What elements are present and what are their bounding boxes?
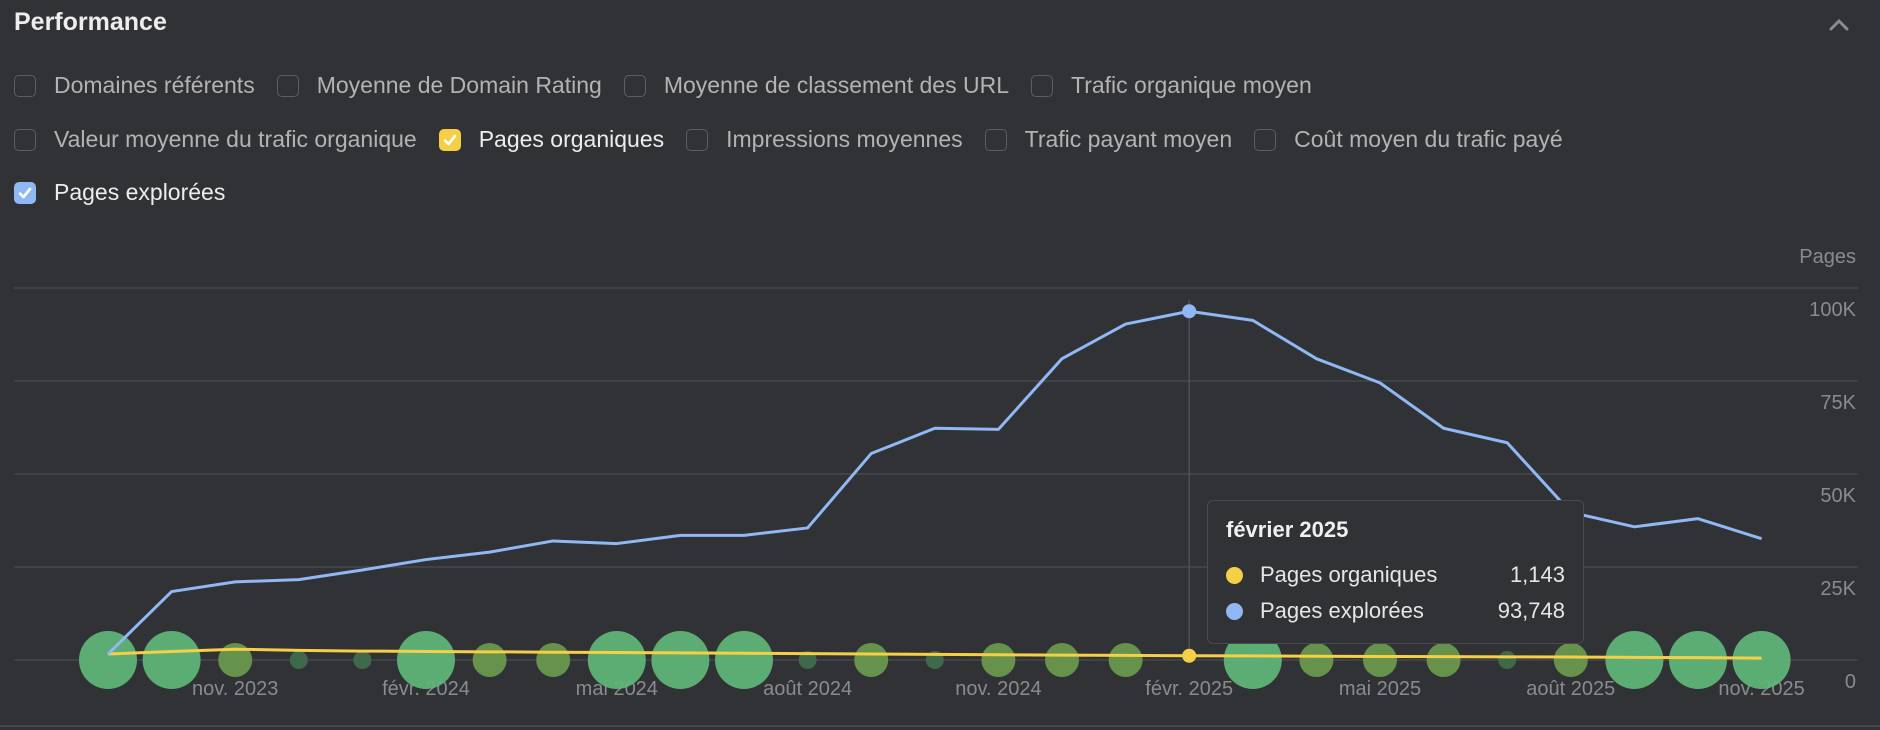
- checkbox-empty-icon: [14, 128, 36, 151]
- event-bubble: [1426, 643, 1461, 677]
- checkbox-empty-icon: [984, 128, 1007, 151]
- y-axis-label: Pages: [1799, 246, 1856, 268]
- event-bubble: [715, 631, 773, 689]
- x-tick-label: août 2025: [1526, 678, 1615, 700]
- metric-checkbox[interactable]: Pages organiques: [438, 126, 665, 153]
- metric-label: Valeur moyenne du trafic organique: [54, 126, 417, 152]
- metric-label: Moyenne de classement des URL: [663, 72, 1009, 98]
- checkbox-empty-icon: [1254, 128, 1277, 151]
- metric-checkbox[interactable]: Domaines référents: [14, 72, 255, 99]
- series-line-pages-explorees: [106, 309, 1763, 656]
- event-bubble: [1223, 631, 1282, 689]
- event-bubble: [1299, 643, 1334, 677]
- checkbox-empty-icon: [1031, 74, 1053, 97]
- y-tick-label: 100K: [1809, 299, 1856, 321]
- metric-row: Valeur moyenne du trafic organique Pages …: [14, 126, 1585, 153]
- tooltip-row-organic: Pages organiques 1,143: [1226, 557, 1565, 593]
- organic-dot-icon: [1226, 566, 1243, 584]
- x-tick-label: août 2024: [763, 678, 852, 700]
- series-line-pages-organiques: [107, 647, 1762, 660]
- metric-row: Pages explorées: [14, 179, 247, 206]
- metric-checkbox[interactable]: Trafic payant moyen: [984, 126, 1233, 153]
- chevron-up-icon[interactable]: [1824, 10, 1854, 40]
- metric-label: Trafic organique moyen: [1071, 72, 1312, 98]
- metric-label: Pages organiques: [478, 126, 665, 152]
- event-bubble: [587, 631, 646, 689]
- event-bubble: [353, 651, 372, 669]
- metric-label: Coût moyen du trafic payé: [1294, 126, 1563, 152]
- tooltip-title: février 2025: [1226, 517, 1349, 542]
- metric-label: Domaines référents: [54, 72, 255, 98]
- checkbox-checked-icon: [438, 128, 461, 151]
- chart-tooltip: février 2025 Pages organiques 1,143 Page…: [1207, 500, 1584, 644]
- tooltip-label: Pages explorées: [1260, 598, 1424, 623]
- tooltip-label: Pages organiques: [1260, 562, 1438, 587]
- event-bubble: [1732, 631, 1791, 689]
- event-bubble: [79, 631, 137, 689]
- event-bubble: [1605, 631, 1664, 689]
- event-bubble: [472, 643, 507, 677]
- checkbox-checked-icon: [14, 181, 36, 204]
- event-bubble: [1553, 643, 1588, 677]
- metric-checkbox[interactable]: Moyenne de Domain Rating: [276, 72, 602, 99]
- metric-label: Trafic payant moyen: [1024, 126, 1233, 152]
- event-bubble: [397, 631, 455, 689]
- metric-checkbox[interactable]: Trafic organique moyen: [1031, 72, 1312, 99]
- y-tick-label: 25K: [1820, 578, 1856, 600]
- event-bubble: [142, 631, 201, 689]
- hover-point: [1182, 648, 1197, 663]
- metric-label: Impressions moyennes: [726, 126, 963, 152]
- x-tick-label: févr. 2025: [1145, 678, 1233, 700]
- section-title: Performance: [14, 8, 167, 36]
- checkbox-empty-icon: [623, 74, 646, 97]
- y-tick-label: 0: [1845, 671, 1856, 693]
- metric-checkbox[interactable]: Coût moyen du trafic payé: [1254, 126, 1563, 153]
- metric-label: Pages explorées: [54, 179, 226, 205]
- event-bubble: [854, 643, 889, 677]
- event-bubble: [1669, 631, 1727, 689]
- x-tick-label: nov. 2024: [955, 678, 1041, 700]
- metric-label: Moyenne de Domain Rating: [316, 72, 602, 98]
- event-bubble: [289, 651, 308, 669]
- hover-point: [1182, 304, 1197, 319]
- event-bubble: [1498, 651, 1517, 669]
- metric-checkbox[interactable]: Valeur moyenne du trafic organique: [14, 126, 417, 153]
- crawled-dot-icon: [1226, 602, 1243, 620]
- tooltip-value: 93,748: [1497, 598, 1565, 623]
- x-tick-label: nov. 2023: [192, 678, 278, 700]
- event-bubble: [1363, 643, 1397, 677]
- y-tick-label: 75K: [1820, 392, 1856, 414]
- event-bubble: [1045, 643, 1079, 677]
- metric-row: Domaines référents Moyenne de Domain Rati…: [14, 72, 1334, 99]
- metric-checkbox[interactable]: Impressions moyennes: [686, 126, 963, 153]
- event-bubble: [1108, 643, 1143, 677]
- event-bubble: [218, 643, 253, 677]
- tooltip-value: 1,143: [1509, 562, 1565, 587]
- checkbox-empty-icon: [276, 74, 299, 97]
- checkbox-empty-icon: [14, 74, 36, 97]
- tooltip-row-crawled: Pages explorées 93,748: [1226, 593, 1565, 629]
- metric-checkbox[interactable]: Pages explorées: [14, 179, 225, 206]
- y-tick-label: 50K: [1820, 485, 1856, 507]
- event-bubble: [981, 643, 1016, 677]
- checkbox-empty-icon: [686, 128, 709, 151]
- metric-checkbox[interactable]: Moyenne de classement des URL: [623, 72, 1009, 99]
- event-bubble: [798, 651, 817, 669]
- x-tick-label: mai 2025: [1339, 678, 1421, 700]
- event-bubble: [651, 631, 710, 689]
- event-bubble: [536, 643, 571, 677]
